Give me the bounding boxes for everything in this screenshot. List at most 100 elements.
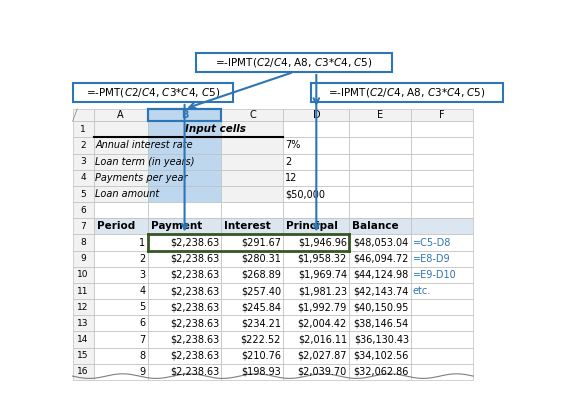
Text: 7%: 7% (285, 141, 300, 150)
Bar (411, 121, 473, 137)
Bar (283, 186, 349, 202)
Bar (72, 348, 93, 364)
Bar (283, 251, 349, 267)
Bar (196, 52, 392, 72)
Bar (93, 299, 148, 315)
Text: 7: 7 (139, 335, 146, 344)
Bar (349, 267, 411, 283)
Text: 8: 8 (80, 238, 86, 247)
Text: 10: 10 (78, 270, 89, 279)
Bar (283, 331, 349, 348)
Bar (72, 218, 93, 234)
Text: $2,238.63: $2,238.63 (170, 270, 219, 280)
Text: 9: 9 (80, 254, 86, 263)
Bar (283, 154, 349, 170)
Text: $1,946.96: $1,946.96 (298, 238, 347, 247)
Bar (148, 202, 221, 218)
Bar (221, 364, 283, 380)
Text: $268.89: $268.89 (241, 270, 281, 280)
Text: $2,238.63: $2,238.63 (170, 254, 219, 264)
Bar (283, 137, 349, 154)
Bar (93, 137, 148, 154)
Text: $2,016.11: $2,016.11 (298, 335, 347, 344)
Text: 2: 2 (285, 157, 291, 167)
Text: $40,150.95: $40,150.95 (353, 302, 409, 312)
Text: 11: 11 (78, 286, 89, 296)
Bar (72, 121, 93, 137)
Bar (72, 137, 93, 154)
Bar (93, 283, 148, 299)
Bar (411, 109, 473, 121)
Bar (283, 364, 349, 380)
Bar (93, 234, 148, 251)
Bar (221, 137, 283, 154)
Bar (148, 154, 221, 170)
Text: $291.67: $291.67 (241, 238, 281, 247)
Text: 16: 16 (78, 368, 89, 376)
Text: $245.84: $245.84 (241, 302, 281, 312)
Text: Balance: Balance (352, 221, 399, 231)
Bar (72, 251, 93, 267)
Text: =-IPMT($C$2/$C$4, A8, $C$3*$C$4, $C$5): =-IPMT($C$2/$C$4, A8, $C$3*$C$4, $C$5) (328, 86, 486, 99)
Bar (411, 218, 473, 234)
Text: =-IPMT($C$2/$C$4, A8, $C$3*$C$4, $C$5): =-IPMT($C$2/$C$4, A8, $C$3*$C$4, $C$5) (215, 56, 373, 69)
Bar (148, 331, 221, 348)
Bar (349, 331, 411, 348)
Bar (411, 331, 473, 348)
Bar (411, 234, 473, 251)
Bar (349, 283, 411, 299)
Text: 5: 5 (80, 189, 86, 199)
Bar (349, 109, 411, 121)
Bar (72, 364, 93, 380)
Text: $38,146.54: $38,146.54 (353, 318, 409, 328)
Text: Annual interest rate: Annual interest rate (95, 141, 193, 150)
Text: $46,094.72: $46,094.72 (353, 254, 409, 264)
Text: =-PMT($C$2/$C$4, $C$3*$C$4, $C$5): =-PMT($C$2/$C$4, $C$3*$C$4, $C$5) (85, 86, 220, 99)
Bar (349, 348, 411, 364)
Text: $198.93: $198.93 (241, 367, 281, 377)
Bar (148, 251, 221, 267)
Bar (221, 348, 283, 364)
Text: 3: 3 (139, 270, 146, 280)
Text: 14: 14 (78, 335, 89, 344)
Text: 8: 8 (139, 351, 146, 361)
Bar (411, 137, 473, 154)
Text: 3: 3 (80, 157, 86, 166)
Text: $42,143.74: $42,143.74 (353, 286, 409, 296)
Bar (93, 364, 148, 380)
Bar (283, 170, 349, 186)
Bar (148, 315, 221, 331)
Bar (349, 121, 411, 137)
Bar (349, 315, 411, 331)
Bar (411, 315, 473, 331)
Bar (221, 154, 283, 170)
Bar (93, 218, 148, 234)
Bar (72, 331, 93, 348)
Bar (93, 267, 148, 283)
Text: $2,238.63: $2,238.63 (170, 286, 219, 296)
Bar (349, 170, 411, 186)
Text: 4: 4 (139, 286, 146, 296)
Bar (283, 299, 349, 315)
Bar (72, 202, 93, 218)
Bar (283, 234, 349, 251)
Text: 7: 7 (80, 222, 86, 231)
Bar (93, 170, 148, 186)
Bar (283, 315, 349, 331)
Bar (221, 315, 283, 331)
Text: A: A (117, 110, 124, 120)
Text: Period: Period (97, 221, 135, 231)
Bar (349, 218, 411, 234)
Text: 6: 6 (80, 206, 86, 215)
Text: $2,004.42: $2,004.42 (298, 318, 347, 328)
Text: 2: 2 (80, 141, 86, 150)
Text: $1,992.79: $1,992.79 (298, 302, 347, 312)
Text: Loan term (in years): Loan term (in years) (95, 157, 194, 167)
Bar (148, 283, 221, 299)
Text: $2,238.63: $2,238.63 (170, 351, 219, 361)
Bar (221, 251, 283, 267)
Text: $1,969.74: $1,969.74 (298, 270, 347, 280)
Text: $2,238.63: $2,238.63 (170, 302, 219, 312)
Text: Loan amount: Loan amount (95, 189, 159, 199)
Bar (93, 109, 148, 121)
